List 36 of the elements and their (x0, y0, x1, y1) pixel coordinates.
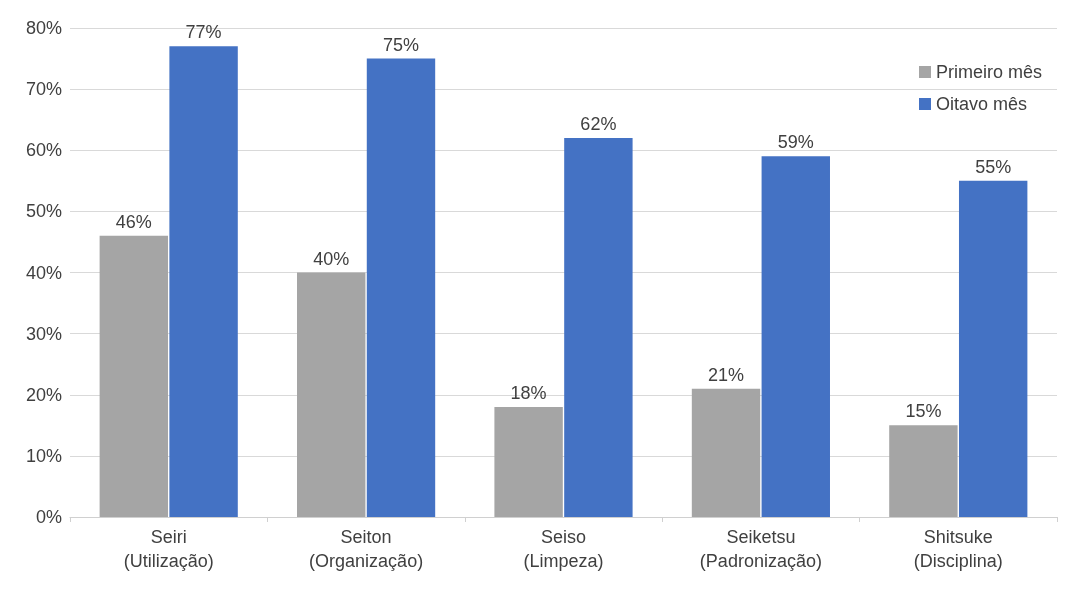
data-label: 75% (382, 34, 419, 55)
bar (691, 388, 761, 517)
data-label: 62% (580, 114, 617, 135)
data-label: 15% (905, 401, 942, 422)
y-tick-label: 50% (25, 201, 62, 222)
y-tick-label: 10% (25, 445, 62, 466)
x-tick-label: Shitsuke (Disciplina) (913, 527, 1003, 571)
data-label: 55% (975, 156, 1012, 177)
bar (564, 138, 633, 517)
bar (297, 272, 366, 517)
y-tick-label: 80% (25, 18, 62, 38)
bar (494, 406, 563, 517)
data-label: 21% (708, 364, 745, 385)
bar (169, 46, 238, 517)
x-tick-label: Seiketsu (Padronização) (699, 527, 822, 571)
data-label: 46% (115, 211, 152, 232)
legend-label: Primeiro mês (935, 62, 1042, 82)
x-tick-label: Seiri (Utilização) (123, 527, 214, 571)
y-tick-label: 20% (25, 384, 62, 405)
x-tick-label: Seiton (Organização) (309, 527, 424, 571)
bar (761, 156, 830, 517)
y-tick-label: 30% (25, 323, 62, 344)
y-tick-label: 70% (25, 79, 62, 100)
x-tick-label: Seiso (Limpeza) (523, 527, 604, 571)
data-label: 18% (510, 382, 547, 403)
data-label: 77% (185, 22, 222, 43)
y-tick-label: 0% (35, 507, 62, 527)
legend-label: Oitavo mês (935, 94, 1028, 114)
y-tick-label: 60% (25, 140, 62, 161)
y-tick-label: 40% (25, 262, 62, 283)
bar (99, 235, 169, 517)
bar (889, 425, 958, 517)
data-label: 40% (313, 248, 350, 269)
data-label: 59% (777, 132, 814, 153)
bar (366, 58, 436, 517)
bar (958, 180, 1028, 517)
